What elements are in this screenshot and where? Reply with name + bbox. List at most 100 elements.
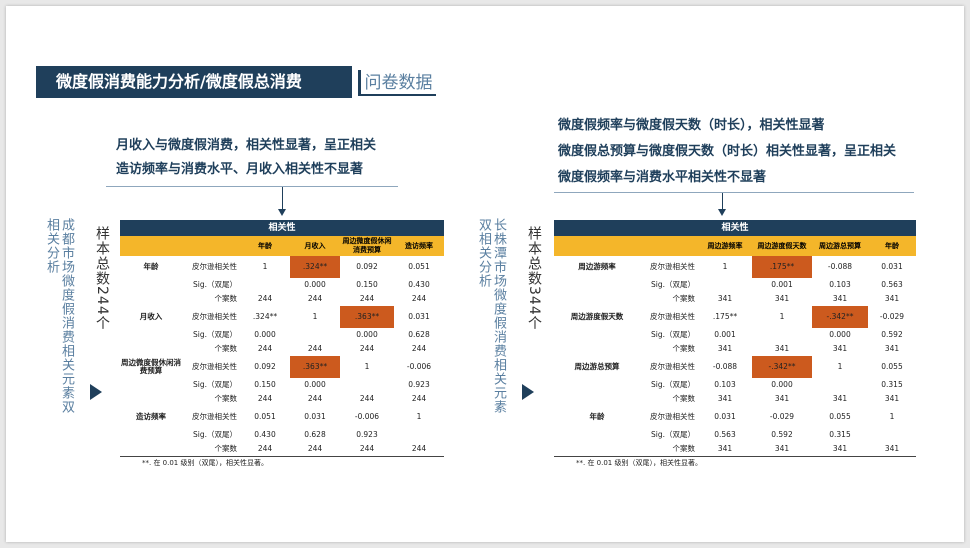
column-header: 周边微度假休闲消费预算 — [342, 237, 392, 254]
column-header: 周边游度假天数 — [757, 241, 807, 250]
table-cell: .363** — [290, 356, 340, 378]
table-cell — [868, 428, 916, 442]
row-label: 周边游频率 — [578, 262, 616, 271]
table-cell: 0.000 — [304, 280, 326, 289]
table-cell: 341 — [717, 444, 733, 453]
table-cell: 244 — [307, 394, 323, 403]
row-label — [120, 278, 182, 292]
stat-label: 皮尔逊相关性 — [650, 262, 695, 271]
table-cell: 341 — [717, 344, 733, 353]
table-cell: 0.055 — [881, 362, 903, 371]
table-cell: 0.000 — [304, 380, 326, 389]
left-sample-size: 样本总数244个 — [94, 226, 110, 331]
right-arrow-line — [722, 193, 723, 210]
table-cell: 341 — [774, 394, 790, 403]
table-cell: 244 — [411, 294, 427, 303]
table-row: 周边微度假休闲消费预算 皮尔逊相关性 0.092 .363** 1 -0.006 — [120, 356, 444, 378]
table-row: Sig.（双尾） 0.103 0.000 0.315 — [554, 378, 916, 392]
column-header: 年龄 — [258, 241, 272, 250]
table-cell: 0.000 — [771, 380, 793, 389]
column-header-bar: 年龄 月收入 周边微度假休闲消费预算 造访频率 — [120, 236, 444, 256]
left-summary-line-2: 造访频率与消费水平、月收入相关性不显著 — [116, 162, 364, 177]
row-label: 月收入 — [139, 312, 163, 321]
table-cell: 0.051 — [254, 412, 276, 421]
row-label — [554, 378, 640, 392]
table-row: Sig.（双尾） 0.000 0.150 0.430 — [120, 278, 444, 292]
stat-label: Sig.（双尾） — [651, 380, 695, 389]
right-triangle-marker — [522, 384, 534, 400]
row-label — [120, 428, 182, 442]
row-label: 年龄 — [143, 262, 159, 271]
page-title: 微度假消费能力分析/微度假总消费 — [36, 66, 352, 98]
table-row: 个案数 244 244 244 244 — [120, 392, 444, 406]
table-cell: 1 — [262, 262, 268, 271]
table-row: 年龄 皮尔逊相关性 0.031 -0.029 0.055 1 — [554, 406, 916, 428]
table-row: 个案数 341 341 341 341 — [554, 292, 916, 306]
table-row: 月收入 皮尔逊相关性 .324** 1 .363** 0.031 — [120, 306, 444, 328]
stat-label: 个案数 — [214, 344, 238, 353]
table-row: Sig.（双尾） 0.001 0.103 0.563 — [554, 278, 916, 292]
column-header: 造访频率 — [405, 241, 433, 250]
table-cell: 341 — [774, 444, 790, 453]
table-cell: 0.315 — [829, 430, 851, 439]
table-row: Sig.（双尾） 0.563 0.592 0.315 — [554, 428, 916, 442]
table-cell: -0.088 — [827, 262, 853, 271]
table-cell: -0.006 — [406, 362, 432, 371]
row-label — [554, 278, 640, 292]
stat-label: 皮尔逊相关性 — [650, 362, 695, 371]
stat-label: 皮尔逊相关性 — [192, 262, 237, 271]
table-cell: 0.628 — [408, 330, 430, 339]
table-title: 相关性 — [554, 220, 916, 236]
stat-label: 个案数 — [214, 294, 238, 303]
table-cell: -0.029 — [879, 312, 905, 321]
left-arrow-line — [282, 187, 283, 210]
table-cell: 0.592 — [881, 330, 903, 339]
table-cell: 0.031 — [304, 412, 326, 421]
table-cell: 0.563 — [881, 280, 903, 289]
table-cell: 0.103 — [829, 280, 851, 289]
table-cell: 0.923 — [356, 430, 378, 439]
table-cell: 244 — [411, 444, 427, 453]
table-cell: 341 — [832, 394, 848, 403]
left-summary-line-1: 月收入与微度假消费，相关性显著，呈正相关 — [116, 138, 377, 153]
table-cell: .324** — [290, 256, 340, 278]
row-label — [554, 428, 640, 442]
row-label — [120, 442, 182, 456]
table-cell: 0.031 — [881, 262, 903, 271]
row-label — [554, 442, 640, 456]
stat-label: 皮尔逊相关性 — [650, 312, 695, 321]
table-cell: 0.001 — [714, 330, 736, 339]
table-cell: 244 — [307, 294, 323, 303]
table-cell: .175** — [752, 256, 812, 278]
table-cell: 1 — [312, 312, 318, 321]
page-subtitle: 问卷数据 — [358, 70, 436, 96]
row-label — [120, 378, 182, 392]
table-cell: -0.088 — [712, 362, 738, 371]
table-cell: 0.150 — [356, 280, 378, 289]
row-label — [120, 342, 182, 356]
table-cell: 244 — [307, 444, 323, 453]
column-header: 月收入 — [304, 241, 326, 250]
stat-label: Sig.（双尾） — [651, 280, 695, 289]
row-label — [120, 328, 182, 342]
table-cell: 1 — [416, 412, 422, 421]
stat-label: 个案数 — [672, 444, 696, 453]
table-cell: 0.592 — [771, 430, 793, 439]
left-triangle-marker — [90, 384, 102, 400]
table-row: Sig.（双尾） 0.000 0.000 0.628 — [120, 328, 444, 342]
table-cell: 0.000 — [829, 330, 851, 339]
table-cell: 0.563 — [714, 430, 736, 439]
row-label: 造访频率 — [136, 412, 166, 421]
row-label: 年龄 — [589, 412, 605, 421]
table-cell: 244 — [359, 344, 375, 353]
table-cell: 0.001 — [771, 280, 793, 289]
table-cell: -.342** — [812, 306, 868, 328]
table-cell: 0.430 — [254, 430, 276, 439]
stat-label: 个案数 — [672, 344, 696, 353]
table-cell: 341 — [884, 294, 900, 303]
table-cell: 0.092 — [356, 262, 378, 271]
stat-label: Sig.（双尾） — [193, 280, 237, 289]
table-cell: 1 — [364, 362, 370, 371]
table-cell: .324** — [252, 312, 278, 321]
right-vertical-label: 长株潭市场微度假消费相关元素双相关分析 — [476, 218, 506, 414]
